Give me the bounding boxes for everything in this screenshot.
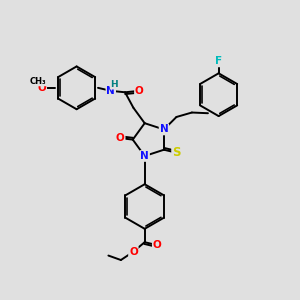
Text: F: F	[215, 56, 222, 66]
Text: O: O	[129, 247, 138, 257]
Text: N: N	[106, 86, 115, 96]
Text: O: O	[116, 133, 125, 143]
Text: N: N	[140, 151, 149, 161]
Text: O: O	[135, 86, 144, 96]
Text: S: S	[172, 146, 181, 159]
Text: O: O	[153, 240, 161, 250]
Text: O: O	[38, 83, 46, 93]
Text: H: H	[110, 80, 118, 89]
Text: CH₃: CH₃	[30, 77, 46, 86]
Text: N: N	[160, 124, 168, 134]
